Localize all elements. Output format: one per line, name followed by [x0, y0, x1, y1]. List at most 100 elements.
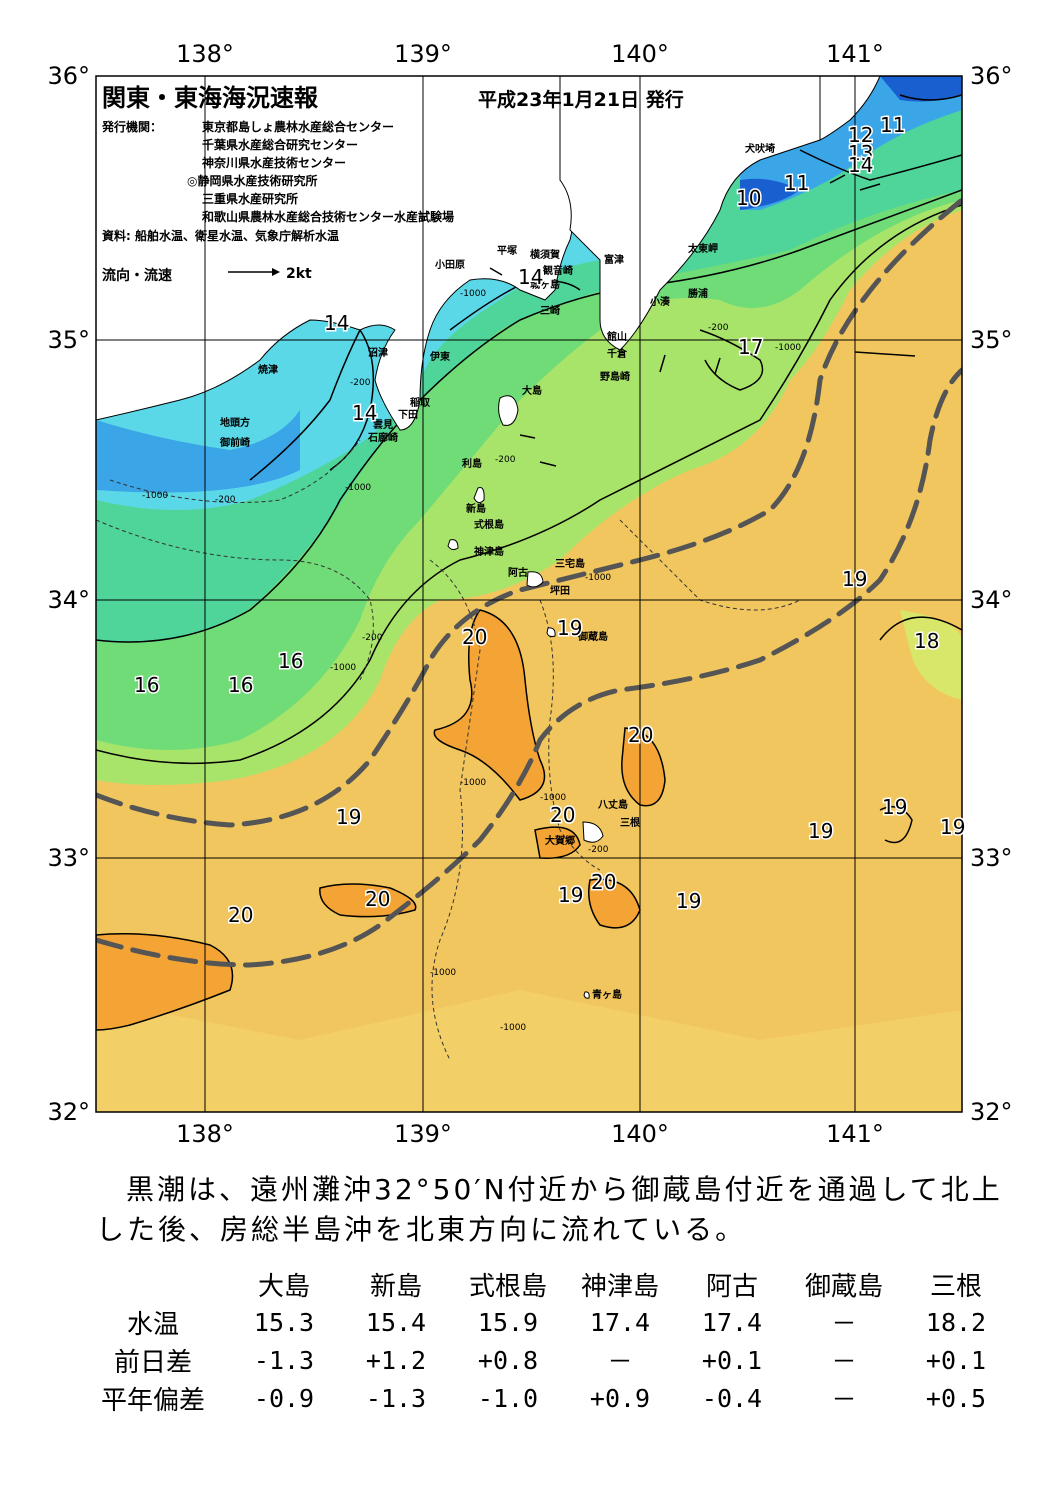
lon-label-140-top: 140°: [611, 40, 669, 68]
table-cell: +0.1: [701, 1345, 763, 1375]
lat-label-32-right: 32°: [970, 1098, 1013, 1126]
flow-arrow: [659, 354, 666, 373]
aogashima-island: [583, 991, 590, 999]
column-header: 大島: [257, 1271, 310, 1302]
depth-label: -1000: [460, 778, 486, 788]
place-name: 伊東: [429, 350, 450, 363]
table-cell: 17.4: [701, 1307, 763, 1337]
isotherm-18: [879, 616, 962, 641]
table-row: 水温 15.3 15.4 15.9 17.4 17.4 － 18.2: [78, 1303, 1012, 1341]
publisher-2: 千葉県水産総合研究センター: [202, 137, 358, 152]
summary-text: 黒潮は、遠州灘沖32°50′N付近から御蔵島付近を通過して北上した後、房総半島沖…: [96, 1173, 1003, 1246]
water-10-zone: [740, 178, 800, 210]
place-name: 青ヶ島: [592, 988, 622, 1001]
lat-label-34-right: 34°: [970, 586, 1013, 614]
table-cell: +0.1: [925, 1345, 987, 1375]
lat-label-35-right: 35°: [970, 326, 1013, 354]
water-18-east-zone: [900, 610, 962, 700]
table-header-row: 大島 新島 式根島 神津島 阿古 御蔵島 三根: [78, 1265, 1012, 1303]
place-name: 太東岬: [687, 242, 718, 255]
isotherm-label: 20: [228, 903, 253, 927]
isotherm-label: 12: [848, 123, 873, 147]
hachijojima-island: [582, 821, 604, 843]
isotherm-label: 19: [558, 883, 583, 907]
mikurajima-island: [546, 627, 556, 638]
row-label: 水温: [126, 1309, 179, 1340]
table-cell: -0.9: [253, 1383, 315, 1413]
flow-legend-unit: 2kt: [286, 266, 312, 282]
table-cell: +0.9: [589, 1383, 651, 1413]
isotherm-19-east: [879, 805, 913, 844]
depth-label: -200: [588, 845, 609, 855]
sea-condition-map: 138° 139° 140° 141° 138° 139° 140° 141° …: [47, 40, 1013, 1148]
isotherm-label: 20: [365, 887, 390, 911]
row-label: 前日差: [113, 1347, 192, 1378]
place-name: 沼津: [368, 346, 388, 359]
table-cell: 18.2: [925, 1307, 987, 1337]
lon-label-141-top: 141°: [826, 40, 884, 68]
lat-label-33-right: 33°: [970, 844, 1013, 872]
depth-label: -1000: [330, 663, 356, 673]
place-name: 式根島: [474, 518, 504, 531]
choshi-coast: [819, 76, 881, 141]
publisher-1: 東京都島しょ農林水産総合センター: [202, 119, 394, 134]
isotherm-label: 19: [676, 889, 701, 913]
depth-1000-central: [429, 559, 481, 1061]
depth-label: -1000: [460, 289, 486, 299]
map-header: 関東・東海海況速報 平成23年1月21日 発行 発行機関： 東京都島しょ農林水産…: [101, 84, 684, 284]
isotherm-label: 13: [848, 141, 873, 165]
isotherm-lines: [96, 94, 962, 844]
isotherm-12: [799, 149, 962, 181]
place-name: 利島: [462, 457, 482, 470]
lon-label-139-bottom: 139°: [394, 1120, 452, 1148]
table-cell: 15.4: [365, 1307, 427, 1337]
table-cell: 15.9: [477, 1307, 539, 1337]
table-cell: 17.4: [589, 1307, 651, 1337]
depth-label: -1000: [142, 491, 168, 501]
table-cell: －: [607, 1347, 633, 1376]
isotherm-15: [96, 189, 962, 643]
depth-label: -1000: [585, 573, 611, 583]
isotherm-label: 16: [278, 649, 303, 673]
publisher-4: ◎静岡県水産技術研究所: [187, 173, 317, 188]
place-name: 三宅島: [555, 557, 585, 570]
place-names: 犬吠埼 太東岬 勝浦 小湊 富津 横須賀 観音崎 平塚 城ヶ島 三崎 小田原 館…: [219, 142, 775, 1001]
place-name: 石廊崎: [367, 431, 398, 444]
place-name: 平塚: [497, 244, 517, 257]
water-19-south-zone: [96, 990, 962, 1112]
depth-labels: -200 -1000 -1000 -1000 -200 -200 -200 -1…: [142, 289, 801, 1033]
place-name: 稲取: [410, 396, 431, 409]
column-header: 三根: [929, 1271, 982, 1302]
depth-label: -1000: [775, 343, 801, 353]
place-name: 野島崎: [600, 370, 630, 383]
place-name: 神津島: [474, 545, 504, 558]
lon-label-139-top: 139°: [394, 40, 452, 68]
place-name: 館山: [606, 330, 627, 343]
place-name: 坪田: [550, 584, 570, 597]
honshu-coast: [96, 76, 574, 431]
warm-core-20-a: [433, 609, 546, 801]
place-name: 小湊: [649, 295, 671, 308]
isotherm-label: 19: [940, 815, 965, 839]
publisher-label: 発行機関：: [101, 119, 162, 134]
place-name: 下田: [398, 409, 418, 421]
place-name: 勝浦: [688, 287, 708, 300]
map-title: 関東・東海海況速報: [102, 84, 319, 112]
warm-core-20-e: [319, 883, 417, 918]
lat-label-32-left: 32°: [47, 1098, 90, 1126]
place-name: 御蔵島: [577, 630, 608, 643]
isotherm-label: 20: [591, 870, 616, 894]
place-name: 三崎: [540, 304, 560, 317]
lat-label-36-left: 36°: [47, 62, 90, 90]
place-name: 城ヶ島: [530, 278, 560, 291]
isotherm-label: 18: [914, 629, 939, 653]
lon-label-141-bottom: 141°: [826, 1120, 884, 1148]
kuroshio-summary: 黒潮は、遠州灘沖32°50′N付近から御蔵島付近を通過して北上した後、房総半島沖…: [96, 1170, 1016, 1250]
table-cell: 15.3: [253, 1307, 315, 1337]
isotherm-label: 19: [882, 795, 907, 819]
flow-arrow: [854, 351, 916, 357]
isotherm-label: 14: [518, 265, 543, 289]
isotherm-label: 20: [628, 723, 653, 747]
depth-label: -200: [350, 378, 371, 388]
kuroshio-axis-south: [96, 367, 962, 968]
